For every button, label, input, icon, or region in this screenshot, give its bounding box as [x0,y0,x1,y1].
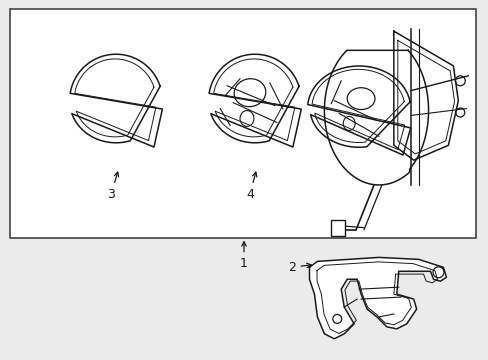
Polygon shape [393,31,457,160]
Text: 4: 4 [245,172,256,201]
Polygon shape [209,54,301,147]
Polygon shape [307,66,410,155]
Text: 2: 2 [287,261,311,274]
Polygon shape [309,257,446,339]
Bar [10,9,475,238]
Bar [331,220,345,235]
Text: 1: 1 [240,242,247,270]
Polygon shape [324,50,427,185]
Polygon shape [70,54,162,147]
Text: 3: 3 [107,172,119,201]
